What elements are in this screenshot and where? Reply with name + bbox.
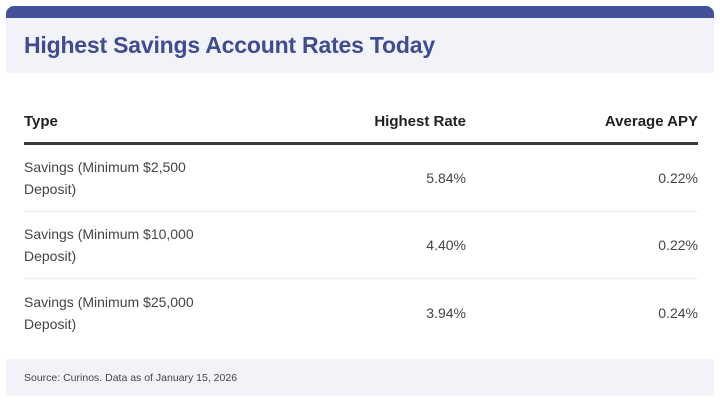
rates-card: Highest Savings Account Rates Today [6,6,714,73]
column-header-highest-rate: Highest Rate [374,112,466,130]
cell-average-apy: 0.22% [658,170,698,186]
accent-bar [6,6,714,18]
cell-highest-rate: 4.40% [426,237,466,253]
cell-highest-rate: 5.84% [426,170,466,186]
cell-highest-rate: 3.94% [426,304,466,321]
source-footer: Source: Curinos. Data as of January 15, … [6,359,714,396]
table-row: Savings (Minimum $10,000 Deposit) 4.40% … [24,212,698,279]
page-title: Highest Savings Account Rates Today [24,32,435,58]
cell-type: Savings (Minimum $2,500 Deposit) [24,159,186,197]
cell-average-apy: 0.22% [658,237,698,253]
source-note: Source: Curinos. Data as of January 15, … [24,371,238,384]
table-header: Type Highest Rate Average APY [24,100,698,145]
rates-table: Type Highest Rate Average APY Savings (M… [24,100,698,346]
cell-type: Savings (Minimum $25,000 Deposit) [24,293,194,332]
cell-average-apy: 0.24% [658,304,698,321]
table-row: Savings (Minimum $2,500 Deposit) 5.84% 0… [24,145,698,212]
column-header-type: Type [24,112,58,130]
title-band: Highest Savings Account Rates Today [6,18,714,73]
table-row: Savings (Minimum $25,000 Deposit) 3.94% … [24,279,698,346]
column-header-average-apy: Average APY [604,112,698,130]
cell-type: Savings (Minimum $10,000 Deposit) [24,226,194,264]
